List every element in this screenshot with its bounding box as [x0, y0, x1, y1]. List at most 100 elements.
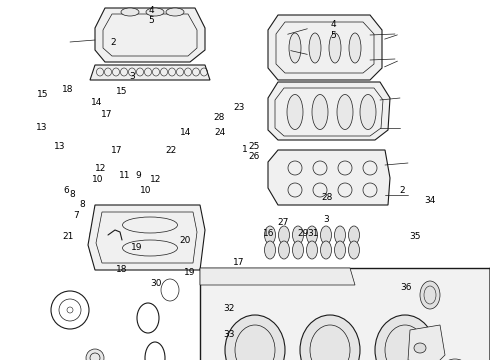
Ellipse shape — [146, 8, 164, 16]
Ellipse shape — [300, 315, 360, 360]
Ellipse shape — [349, 33, 361, 63]
Text: 8: 8 — [79, 200, 85, 209]
Text: 2: 2 — [399, 186, 405, 195]
Ellipse shape — [181, 226, 191, 244]
Ellipse shape — [320, 226, 332, 244]
Ellipse shape — [90, 241, 100, 259]
Text: 4: 4 — [148, 6, 154, 15]
Ellipse shape — [116, 241, 126, 259]
Text: 3: 3 — [129, 72, 135, 81]
Text: 18: 18 — [116, 265, 127, 274]
Text: 31: 31 — [307, 229, 318, 238]
Polygon shape — [268, 82, 390, 140]
Polygon shape — [88, 205, 205, 270]
Ellipse shape — [307, 241, 318, 259]
Text: 33: 33 — [223, 330, 235, 339]
Text: 2: 2 — [110, 38, 116, 47]
Text: 27: 27 — [277, 218, 289, 227]
Ellipse shape — [142, 241, 152, 259]
Text: 13: 13 — [54, 143, 66, 152]
Ellipse shape — [307, 226, 318, 244]
Ellipse shape — [155, 226, 165, 244]
Ellipse shape — [86, 349, 104, 360]
Text: 12: 12 — [150, 175, 162, 184]
Ellipse shape — [168, 226, 178, 244]
Text: 28: 28 — [214, 113, 225, 122]
Polygon shape — [268, 150, 390, 205]
Text: 23: 23 — [233, 103, 245, 112]
Text: 5: 5 — [148, 17, 154, 26]
Ellipse shape — [116, 226, 126, 244]
Ellipse shape — [348, 226, 360, 244]
Ellipse shape — [293, 226, 303, 244]
Text: 19: 19 — [130, 243, 142, 252]
Text: 9: 9 — [135, 171, 141, 180]
Text: 17: 17 — [233, 258, 245, 266]
Ellipse shape — [155, 241, 165, 259]
Ellipse shape — [265, 241, 275, 259]
Text: 20: 20 — [179, 236, 191, 245]
Text: 11: 11 — [119, 171, 131, 180]
Polygon shape — [268, 15, 382, 80]
Text: 29: 29 — [297, 229, 309, 238]
Ellipse shape — [320, 241, 332, 259]
Ellipse shape — [278, 226, 290, 244]
Ellipse shape — [225, 315, 285, 360]
Ellipse shape — [168, 241, 178, 259]
Ellipse shape — [335, 241, 345, 259]
Ellipse shape — [90, 226, 100, 244]
Text: 24: 24 — [214, 128, 225, 137]
Text: 18: 18 — [62, 85, 74, 94]
Text: 22: 22 — [165, 146, 176, 155]
Text: 36: 36 — [400, 283, 412, 292]
Ellipse shape — [121, 8, 139, 16]
Text: 10: 10 — [92, 175, 104, 184]
Polygon shape — [200, 268, 490, 360]
Ellipse shape — [142, 226, 152, 244]
Ellipse shape — [289, 33, 301, 63]
Ellipse shape — [278, 241, 290, 259]
Polygon shape — [200, 268, 355, 285]
Text: 21: 21 — [62, 233, 74, 242]
Ellipse shape — [337, 95, 353, 130]
Text: 8: 8 — [70, 190, 75, 199]
Text: 14: 14 — [91, 98, 103, 107]
Text: 19: 19 — [184, 269, 196, 277]
Text: 17: 17 — [101, 110, 113, 119]
Text: 4: 4 — [330, 20, 336, 29]
Text: 6: 6 — [63, 186, 69, 195]
Ellipse shape — [420, 281, 440, 309]
Polygon shape — [95, 8, 205, 62]
Ellipse shape — [312, 95, 328, 130]
Ellipse shape — [103, 226, 113, 244]
Ellipse shape — [375, 315, 435, 360]
Text: 15: 15 — [37, 90, 49, 99]
Ellipse shape — [414, 343, 426, 353]
Polygon shape — [408, 325, 445, 360]
Text: 35: 35 — [410, 233, 421, 242]
Text: 30: 30 — [150, 279, 162, 288]
Ellipse shape — [129, 241, 139, 259]
Ellipse shape — [360, 95, 376, 130]
Ellipse shape — [181, 241, 191, 259]
Text: 15: 15 — [116, 87, 127, 96]
Text: 32: 32 — [223, 304, 235, 313]
Text: 16: 16 — [263, 229, 274, 238]
Text: 28: 28 — [321, 193, 333, 202]
Ellipse shape — [329, 33, 341, 63]
Text: 26: 26 — [248, 152, 260, 161]
Text: 17: 17 — [111, 146, 122, 155]
Text: 3: 3 — [323, 215, 329, 224]
Ellipse shape — [129, 226, 139, 244]
Text: 5: 5 — [330, 31, 336, 40]
Ellipse shape — [293, 241, 303, 259]
Text: 25: 25 — [248, 143, 260, 152]
Ellipse shape — [265, 226, 275, 244]
Text: 7: 7 — [73, 211, 79, 220]
Text: 12: 12 — [95, 164, 106, 173]
Text: 34: 34 — [424, 197, 436, 206]
Ellipse shape — [166, 8, 184, 16]
Text: 13: 13 — [36, 123, 48, 132]
Polygon shape — [90, 65, 210, 80]
Ellipse shape — [103, 241, 113, 259]
